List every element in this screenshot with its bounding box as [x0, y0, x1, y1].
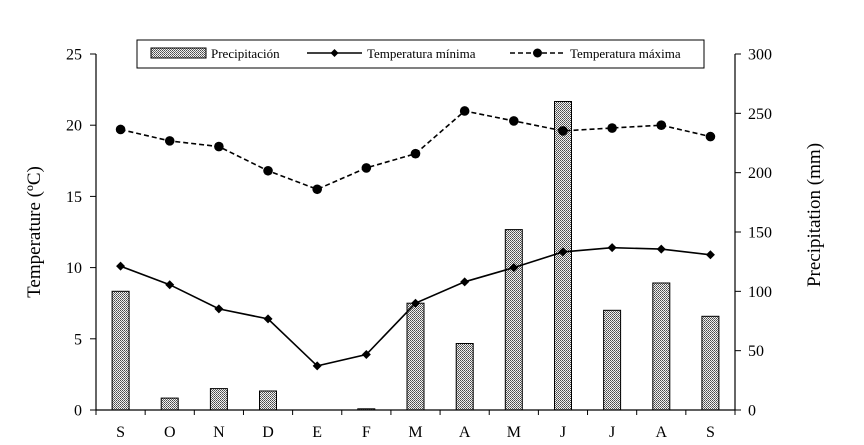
temp-min-point: [214, 304, 224, 314]
precipitation-bar: [701, 315, 720, 411]
precipitation-bars: [111, 101, 720, 411]
legend-swatch-min-marker: [330, 49, 339, 57]
temp-max-point: [164, 136, 175, 146]
temp-max-point: [509, 116, 519, 126]
temp-min-point: [607, 243, 617, 253]
temperature-lines: [115, 106, 716, 371]
temp-max-point: [361, 163, 372, 173]
y-right-tick-label: 300: [748, 47, 772, 64]
x-tick-label: D: [262, 424, 274, 441]
legend-label-precipitation: Precipitación: [211, 46, 280, 61]
temp-max-point: [214, 141, 224, 152]
legend-label-temp-max: Temperatura máxima: [570, 46, 681, 61]
temp-min-point: [116, 261, 126, 271]
temp-max-point: [459, 106, 470, 116]
temp-max-point: [705, 131, 716, 142]
temp-min-point: [312, 361, 322, 371]
temp-max-point: [558, 126, 568, 136]
x-tick-label: A: [459, 424, 471, 441]
temp-min-point: [705, 250, 715, 260]
legend: Precipitación Temperatura mínima Tempera…: [136, 39, 705, 69]
temp-min-point: [460, 277, 470, 287]
y-left-tick-label: 10: [66, 260, 82, 277]
y-right-tick-label: 100: [748, 284, 772, 301]
temp-min-point: [165, 280, 175, 290]
temp-max-point: [115, 124, 126, 135]
y-right-tick-label: 0: [748, 403, 756, 420]
y-left-tick-label: 5: [74, 331, 82, 348]
x-tick-label: S: [116, 424, 125, 441]
y-left-tick-label: 25: [66, 47, 82, 64]
precipitation-bar: [111, 290, 130, 411]
precipitation-bar: [209, 388, 228, 411]
precipitation-bar: [603, 309, 622, 411]
legend-swatch-precipitation: [150, 47, 207, 59]
y-left-tick-label: 20: [66, 118, 82, 135]
temp-min-point: [509, 263, 519, 273]
y-axis-right-label: Precipitation (mm): [804, 143, 825, 287]
y-left-tick-label: 15: [66, 189, 82, 206]
x-tick-label: A: [655, 424, 667, 441]
temp-max-point: [312, 184, 322, 195]
x-tick-label: S: [706, 424, 715, 441]
y-left-tick-label: 0: [74, 403, 82, 420]
x-tick-label: J: [609, 424, 615, 441]
precipitation-bar: [504, 229, 523, 411]
temp-min-point: [558, 247, 568, 257]
x-tick-label: E: [312, 424, 322, 441]
precipitation-bar: [406, 302, 425, 411]
temp-max-point: [410, 148, 421, 159]
temp-min-point: [411, 298, 420, 308]
y-right-tick-label: 250: [748, 106, 772, 123]
legend-swatch-max-marker: [533, 48, 542, 58]
y-axis-left-label: Temperature (ºC): [24, 166, 45, 298]
legend-label-temp-min: Temperatura mínima: [367, 46, 476, 61]
temp-min-point: [263, 314, 273, 324]
legend-box: [136, 39, 705, 69]
x-tick-label: F: [362, 424, 371, 441]
precipitation-bar: [259, 390, 277, 411]
x-tick-label: N: [213, 424, 225, 441]
temp-max-point: [607, 123, 617, 133]
y-right-tick-label: 150: [748, 225, 772, 242]
x-tick-label: O: [164, 424, 176, 441]
temp-min-point: [656, 244, 666, 254]
x-tick-label: M: [507, 424, 521, 441]
x-tick-label: M: [408, 424, 422, 441]
temp-max-point: [656, 120, 667, 130]
temp-max-point: [263, 165, 273, 176]
temp-min-point: [361, 349, 371, 359]
precipitation-bar: [160, 397, 179, 411]
precipitation-bar: [455, 343, 474, 411]
y-right-tick-label: 200: [748, 165, 772, 182]
y-right-tick-label: 50: [748, 343, 764, 360]
x-tick-label: J: [560, 424, 566, 441]
precipitation-bar: [652, 282, 671, 411]
